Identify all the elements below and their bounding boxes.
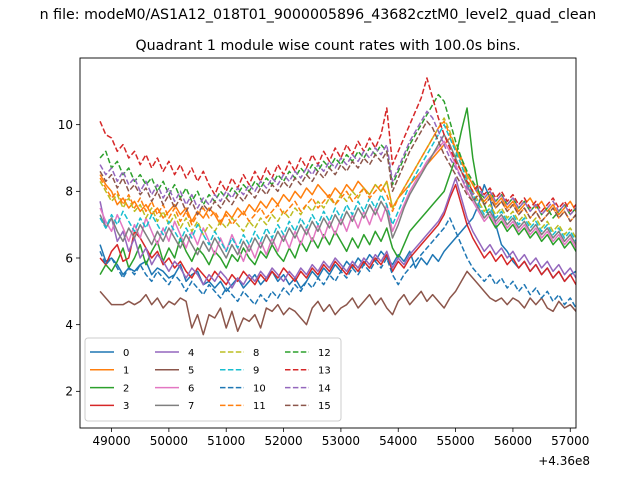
series-layer [99, 77, 576, 336]
series-line-3 [99, 183, 576, 286]
legend-label-3: 3 [123, 401, 129, 412]
series-line-5 [99, 270, 576, 336]
series-line-14 [99, 110, 576, 216]
y-axis: 2 4 6 8 10 [58, 118, 80, 399]
series-line-6 [99, 140, 576, 263]
x-tick-label: 53000 [322, 434, 360, 448]
y-tick-label: 10 [58, 118, 73, 132]
legend-label-6: 6 [188, 383, 194, 394]
legend-label-1: 1 [123, 366, 129, 377]
legend-label-7: 7 [188, 401, 194, 412]
x-tick-label: 55000 [436, 434, 474, 448]
legend-label-11: 11 [253, 401, 266, 412]
x-tick-label: 57000 [551, 434, 589, 448]
x-axis: 49000 50000 51000 52000 53000 54000 55000 56000… [92, 428, 589, 448]
legend-label-14: 14 [318, 383, 331, 394]
legend-box [84, 337, 342, 422]
series-line-15 [99, 120, 576, 223]
series-line-9 [99, 123, 576, 253]
series-line-2 [99, 107, 576, 276]
chart-title: Quadrant 1 module wise count rates with … [135, 38, 520, 54]
legend-label-4: 4 [188, 348, 194, 359]
suptitle: n file: modeM0/AS1A12_018T01_9000005896_… [40, 7, 597, 23]
series-line-12 [99, 93, 576, 219]
plot-frame [79, 57, 577, 429]
legend-label-12: 12 [318, 348, 331, 359]
series-line-8 [99, 117, 576, 239]
y-tick-label: 2 [65, 385, 73, 399]
x-tick-label: 54000 [379, 434, 417, 448]
legend-label-8: 8 [253, 348, 259, 359]
legend-label-5: 5 [188, 366, 194, 377]
y-tick-label: 6 [65, 251, 73, 265]
legend-label-10: 10 [253, 383, 266, 394]
legend-label-0: 0 [123, 348, 129, 359]
series-line-4 [99, 177, 576, 289]
y-tick-label: 8 [65, 185, 73, 199]
series-line-10 [99, 217, 576, 309]
x-tick-label: 56000 [494, 434, 532, 448]
x-tick-label: 50000 [150, 434, 188, 448]
legend-label-13: 13 [318, 366, 331, 377]
legend-label-2: 2 [123, 383, 129, 394]
x-tick-label: 49000 [92, 434, 130, 448]
series-line-13 [99, 77, 576, 213]
y-tick-label: 4 [65, 318, 73, 332]
x-offset-label: +4.36e8 [538, 454, 590, 468]
legend-label-15: 15 [318, 401, 331, 412]
series-line-7 [99, 133, 576, 259]
x-tick-label: 52000 [264, 434, 302, 448]
legend-label-9: 9 [253, 366, 259, 377]
x-tick-label: 51000 [207, 434, 245, 448]
